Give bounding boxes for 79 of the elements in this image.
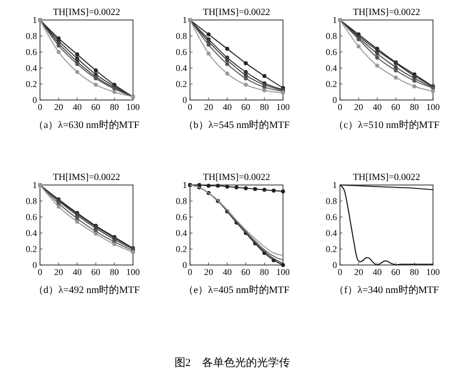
x-tick-label: 40 xyxy=(72,102,82,112)
y-tick-label: 0.4 xyxy=(176,63,188,73)
x-axis-title: （d）λ=492 nm时的MTF xyxy=(33,284,140,296)
y-tick-label: 1 xyxy=(182,15,187,25)
y-tick-label: 0.8 xyxy=(26,196,38,206)
y-tick-label: 0.4 xyxy=(326,228,338,238)
y-tick-label: 0 xyxy=(182,95,188,105)
caption: 图2 各单色光的光学传 xyxy=(174,356,290,369)
x-tick-label: 60 xyxy=(391,267,401,277)
chart-title: TH[IMS]=0.0022 xyxy=(202,8,270,18)
chart-title: TH[IMS]=0.0022 xyxy=(352,8,420,18)
x-axis-title: （c）λ=510 nm时的MTF xyxy=(334,119,440,131)
x-tick-label: 60 xyxy=(391,102,401,112)
x-tick-label: 20 xyxy=(54,102,64,112)
x-axis-title: （b）λ=545 nm时的MTF xyxy=(183,119,290,131)
y-tick-label: 0.6 xyxy=(326,212,338,222)
y-tick-label: 0 xyxy=(332,95,338,105)
x-tick-label: 20 xyxy=(204,267,214,277)
y-tick-label: 0 xyxy=(182,260,188,270)
x-axis-title: （f）λ=340 nm时的MTF xyxy=(334,284,440,296)
chart-title: TH[IMS]=0.0022 xyxy=(352,173,420,183)
x-tick-label: 100 xyxy=(426,102,440,112)
y-tick-label: 0 xyxy=(332,260,338,270)
x-tick-label: 40 xyxy=(372,267,382,277)
y-tick-label: 1 xyxy=(332,15,337,25)
y-tick-label: 0.4 xyxy=(26,63,38,73)
y-tick-label: 1 xyxy=(182,180,187,190)
y-tick-label: 0.8 xyxy=(176,196,188,206)
x-tick-label: 40 xyxy=(372,102,382,112)
y-tick-label: 0.2 xyxy=(326,244,337,254)
y-tick-label: 0 xyxy=(32,260,38,270)
y-tick-label: 0.6 xyxy=(176,47,188,57)
x-axis-title: （e）λ=405 nm时的MTF xyxy=(184,284,290,296)
x-tick-label: 60 xyxy=(241,102,251,112)
x-tick-label: 80 xyxy=(410,267,420,277)
x-tick-label: 20 xyxy=(354,267,364,277)
y-tick-label: 0.2 xyxy=(26,244,37,254)
x-tick-label: 100 xyxy=(426,267,440,277)
x-tick-label: 100 xyxy=(276,267,290,277)
y-tick-label: 0.4 xyxy=(176,228,188,238)
y-tick-label: 0.8 xyxy=(326,196,338,206)
x-axis-title: （a）λ=630 nm时的MTF xyxy=(34,119,140,131)
x-tick-label: 20 xyxy=(54,267,64,277)
y-tick-label: 0.2 xyxy=(176,79,187,89)
y-tick-label: 0.8 xyxy=(176,31,188,41)
x-tick-label: 40 xyxy=(72,267,82,277)
y-tick-label: 0 xyxy=(32,95,38,105)
x-tick-label: 100 xyxy=(126,267,140,277)
x-tick-label: 20 xyxy=(204,102,214,112)
y-tick-label: 0.4 xyxy=(326,63,338,73)
x-tick-label: 80 xyxy=(260,102,270,112)
chart-title: TH[IMS]=0.0022 xyxy=(52,173,120,183)
x-tick-label: 60 xyxy=(91,267,101,277)
y-tick-label: 0.2 xyxy=(176,244,187,254)
y-tick-label: 0.6 xyxy=(176,212,188,222)
x-tick-label: 100 xyxy=(276,102,290,112)
y-tick-label: 1 xyxy=(32,15,37,25)
x-tick-label: 80 xyxy=(410,102,420,112)
y-tick-label: 0.2 xyxy=(326,79,337,89)
y-tick-label: 0.2 xyxy=(26,79,37,89)
y-tick-label: 0.8 xyxy=(326,31,338,41)
x-tick-label: 60 xyxy=(241,267,251,277)
x-tick-label: 60 xyxy=(91,102,101,112)
y-tick-label: 1 xyxy=(332,180,337,190)
y-tick-label: 0.8 xyxy=(26,31,38,41)
y-tick-label: 1 xyxy=(32,180,37,190)
x-tick-label: 40 xyxy=(222,102,232,112)
x-tick-label: 80 xyxy=(110,102,120,112)
x-tick-label: 100 xyxy=(126,102,140,112)
y-tick-label: 0.6 xyxy=(26,47,38,57)
y-tick-label: 0.4 xyxy=(26,228,38,238)
x-tick-label: 20 xyxy=(354,102,364,112)
x-tick-label: 40 xyxy=(222,267,232,277)
chart-title: TH[IMS]=0.0022 xyxy=(52,8,120,18)
y-tick-label: 0.6 xyxy=(326,47,338,57)
chart-title: TH[IMS]=0.0022 xyxy=(202,173,270,183)
x-tick-label: 80 xyxy=(110,267,120,277)
y-tick-label: 0.6 xyxy=(26,212,38,222)
x-tick-label: 80 xyxy=(260,267,270,277)
